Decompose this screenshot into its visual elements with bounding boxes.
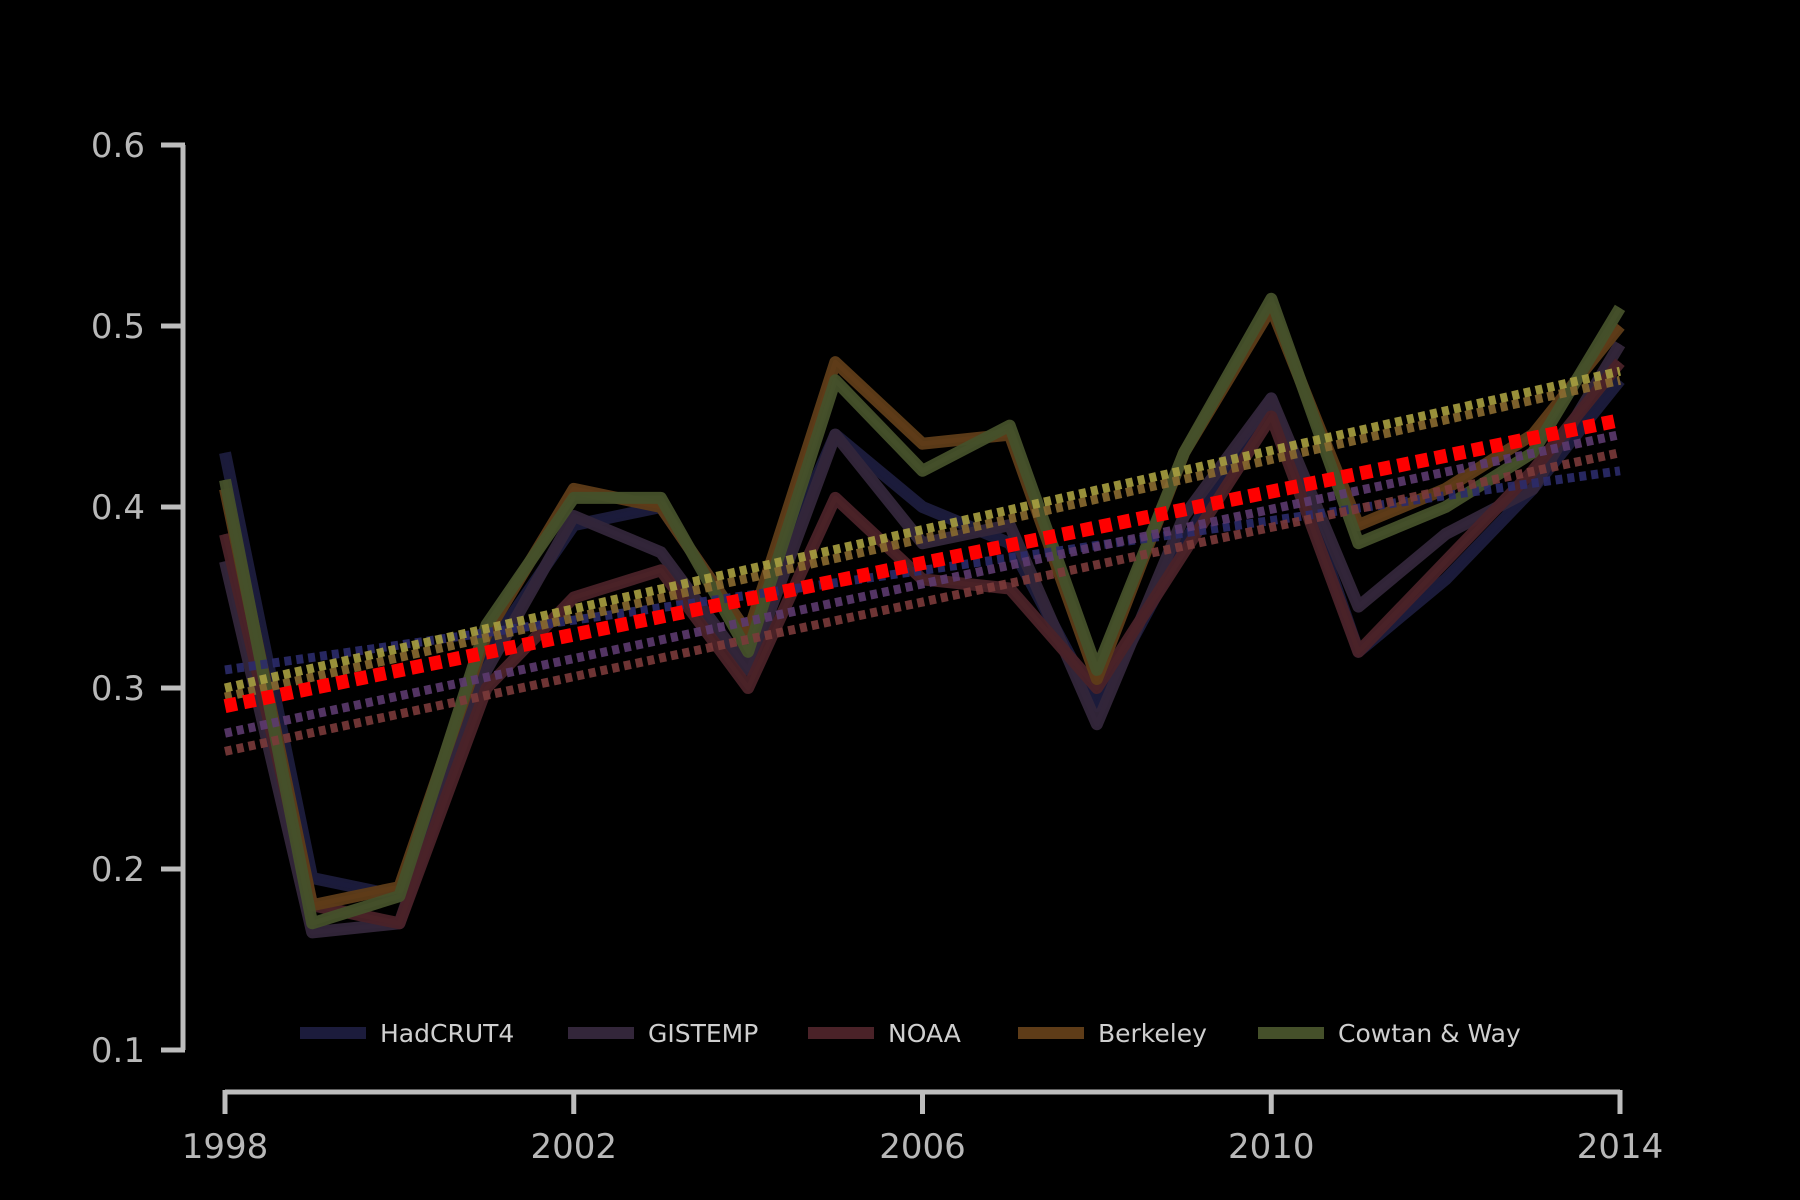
- y-tick-label: 0.5: [91, 307, 145, 347]
- x-tick-label: 2010: [1228, 1127, 1315, 1167]
- x-tick-label: 2014: [1577, 1127, 1664, 1167]
- legend: HadCRUT4 GISTEMP NOAA Berkeley Cowtan & Way: [300, 1019, 1521, 1048]
- trend-line-cowtan-way: [224, 366, 1621, 693]
- legend-label: HadCRUT4: [380, 1019, 514, 1048]
- trend-layer: [223, 366, 1622, 756]
- mean-trend-line: [223, 413, 1622, 713]
- trend-line-hadcrut4: [224, 466, 1621, 675]
- trend-line-noaa: [224, 448, 1621, 756]
- y-axis: 0.1 0.2 0.3 0.4 0.5 0.6: [91, 126, 186, 1071]
- y-tick-label: 0.1: [91, 1031, 145, 1071]
- x-tick-label: 1998: [182, 1127, 269, 1167]
- legend-label: GISTEMP: [648, 1019, 758, 1048]
- legend-label: Cowtan & Way: [1338, 1019, 1521, 1048]
- series-layer: [219, 292, 1626, 939]
- y-tick-label: 0.2: [91, 850, 145, 890]
- x-axis: 1998 2002 2006 2010 2014: [182, 1089, 1664, 1167]
- legend-label: Berkeley: [1098, 1019, 1207, 1048]
- series-core-cowtan-way: [222, 296, 1623, 926]
- trend-line-gistemp: [224, 430, 1621, 738]
- trend-line-berkeley: [224, 375, 1621, 702]
- x-tick-label: 2006: [879, 1127, 966, 1167]
- x-tick-label: 2002: [530, 1127, 617, 1167]
- legend-label: NOAA: [888, 1019, 961, 1048]
- y-tick-label: 0.6: [91, 126, 145, 166]
- y-tick-label: 0.4: [91, 488, 145, 528]
- y-tick-label: 0.3: [91, 669, 145, 709]
